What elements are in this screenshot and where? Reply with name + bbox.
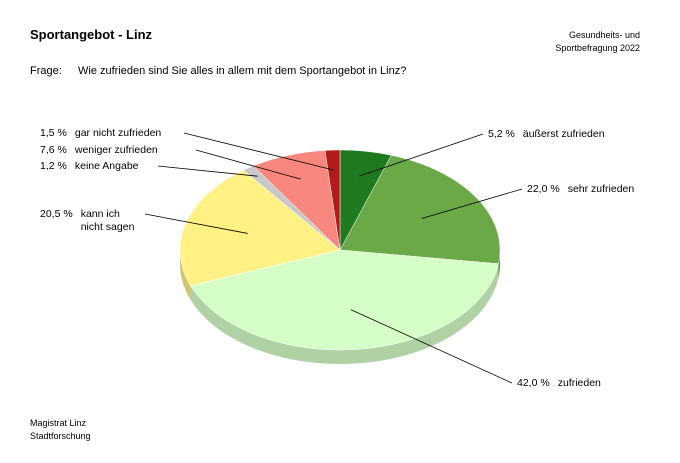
source-note: Gesundheits- und Sportbefragung 2022 [555, 30, 640, 53]
slice [179, 169, 341, 286]
footer-line: Magistrat Linz [30, 418, 87, 428]
value-label: 1,2 % [40, 160, 67, 172]
footer-line: Stadtforschung [30, 431, 91, 441]
category-label: weniger zufrieden [74, 144, 158, 156]
category-label: kann ich nicht sagen [80, 208, 135, 233]
chart-title: Sportangebot - Linz [30, 27, 153, 42]
value-label: 5,2 % [488, 128, 515, 140]
slice-side [180, 250, 191, 300]
slice [339, 155, 501, 265]
category-label: äußerst zufrieden [522, 128, 605, 140]
slice [324, 149, 341, 251]
data-label: 22,0 % sehr zufrieden [527, 183, 634, 196]
category-label: keine Angabe [74, 160, 139, 172]
leader-line [350, 309, 513, 384]
category-label: sehr zufrieden [567, 183, 635, 195]
slice [339, 149, 392, 251]
category-label: zufrieden [557, 377, 601, 389]
leader-line [144, 213, 248, 234]
value-label: 42,0 % [517, 377, 550, 389]
value-label: 1,5 % [40, 127, 67, 139]
question-label: Frage: [30, 65, 62, 77]
slice [252, 150, 341, 251]
slice-side [190, 263, 499, 364]
data-label: 7,6 % weniger zufrieden [40, 144, 158, 157]
slice [190, 249, 499, 351]
leader-line [421, 188, 523, 219]
data-label: 1,2 % keine Angabe [40, 160, 139, 173]
data-label: 1,5 % gar nicht zufrieden [40, 127, 161, 140]
value-label: 7,6 % [40, 144, 67, 156]
data-label: 20,5 % kann ich nicht sagen [40, 208, 143, 234]
question: Wie zufrieden sind Sie alles in allem mi… [78, 65, 407, 77]
leader-line [195, 149, 301, 180]
leader-line [183, 132, 335, 171]
leader-line [157, 165, 258, 177]
data-label: 5,2 % äußerst zufrieden [488, 128, 605, 141]
category-label: gar nicht zufrieden [74, 127, 162, 139]
data-label: 42,0 % zufrieden [517, 377, 601, 390]
leader-line [359, 133, 484, 177]
value-label: 20,5 % [40, 208, 73, 220]
value-label: 22,0 % [527, 183, 560, 195]
